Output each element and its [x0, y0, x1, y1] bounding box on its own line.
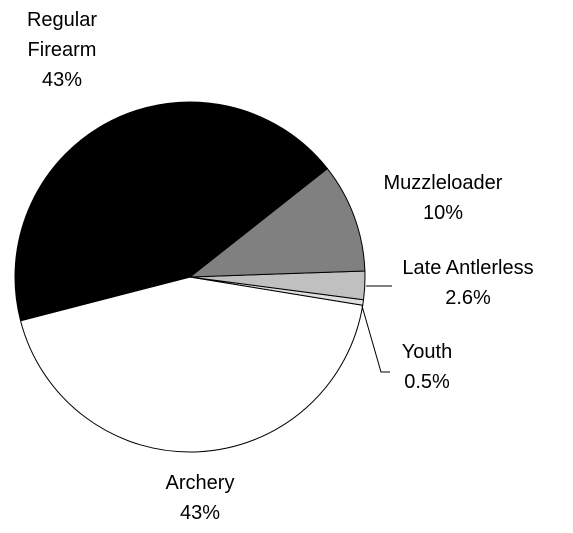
- category-name: Archery: [165, 472, 235, 494]
- leader-line: [361, 305, 390, 373]
- pie-slice: [188, 167, 366, 278]
- pie-slice: [14, 101, 329, 322]
- category-name: Youth: [401, 341, 453, 363]
- slice-label: Muzzleloader 10%: [343, 168, 543, 228]
- slice-label: Youth 0.5%: [377, 337, 477, 397]
- slice-label: Regular Firearm 43%: [7, 5, 117, 95]
- value-label: 43%: [41, 69, 83, 91]
- category-name: Regular Firearm: [26, 9, 98, 61]
- value-label: 43%: [179, 502, 221, 524]
- slice-label: Archery 43%: [120, 468, 280, 528]
- category-name: Muzzleloader: [383, 172, 503, 194]
- slice-label: Late Antlerless 2.6%: [368, 253, 568, 313]
- value-label: 2.6%: [445, 287, 491, 309]
- value-label: 10%: [422, 202, 464, 224]
- value-label: 0.5%: [404, 371, 450, 393]
- pie-slice: [19, 276, 364, 453]
- category-name: Late Antlerless: [402, 257, 534, 279]
